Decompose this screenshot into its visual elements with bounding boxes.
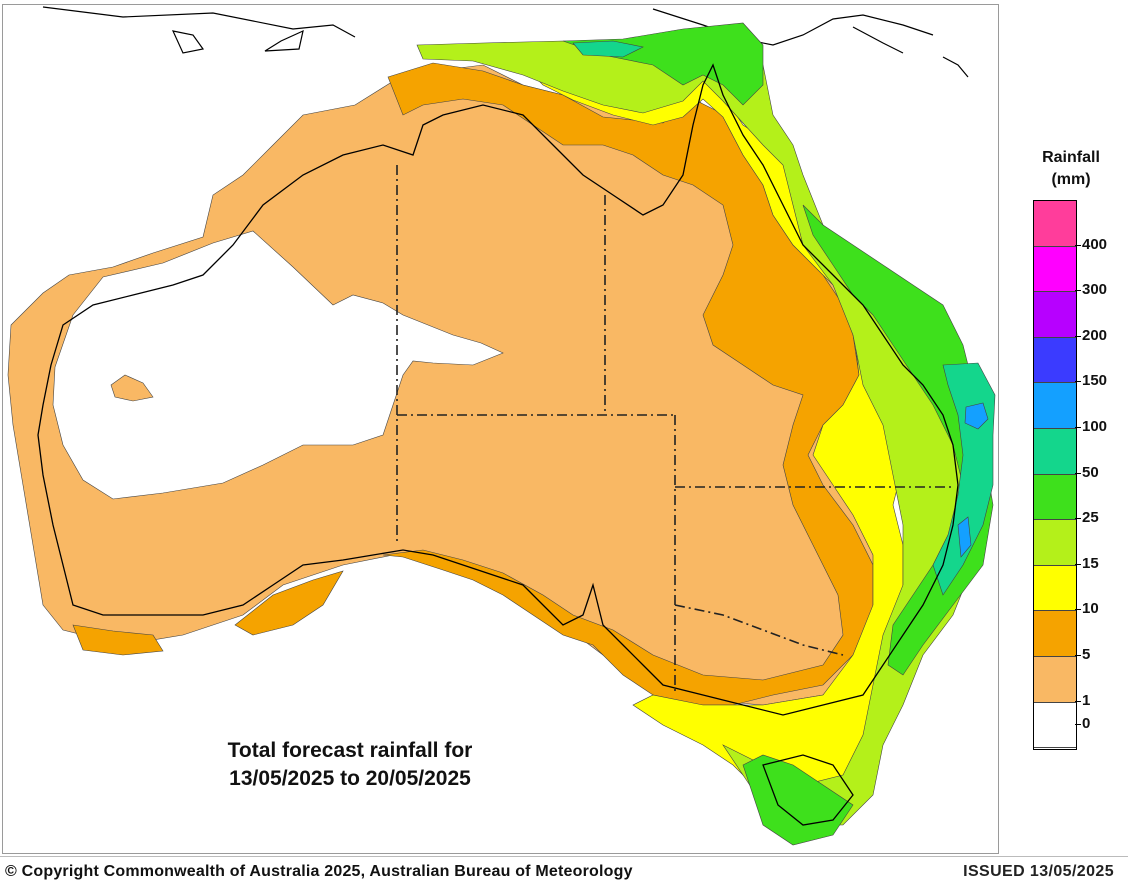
- legend-label-5: 5: [1082, 646, 1091, 663]
- rainfall-1-5mm-patch: [110, 374, 154, 402]
- legend-tick: [1075, 563, 1081, 565]
- copyright-notice: © Copyright Commonwealth of Australia 20…: [5, 863, 633, 880]
- rainfall-legend: [1033, 200, 1077, 750]
- legend-title: Rainfall (mm): [1016, 147, 1126, 191]
- legend-tick: [1075, 518, 1081, 520]
- legend-tick: [1075, 290, 1081, 292]
- coastline: [37, 63, 959, 826]
- rainfall-no-rain-area: [52, 230, 504, 500]
- legend-label-50: 50: [1082, 463, 1099, 481]
- legend-swatch-200: [1034, 292, 1076, 338]
- legend-swatch-0: [1034, 702, 1076, 749]
- legend-swatch-300: [1034, 246, 1076, 293]
- legend-tick: [1075, 335, 1081, 337]
- issued-date: ISSUED 13/05/2025: [963, 863, 1114, 880]
- legend-tick: [1075, 381, 1081, 383]
- legend-label-100: 100: [1082, 418, 1108, 435]
- legend-label-400: 400: [1082, 235, 1108, 253]
- legend-label-1: 1: [1082, 691, 1091, 709]
- legend-tick: [1075, 244, 1081, 246]
- legend-tick: [1075, 724, 1081, 726]
- legend-swatch-5: [1034, 611, 1076, 657]
- legend-swatch-1: [1034, 657, 1076, 703]
- map-title-line2: 13/05/2025 to 20/05/2025: [229, 767, 471, 790]
- legend-label-10: 10: [1082, 600, 1099, 618]
- legend-swatch-10: [1034, 565, 1076, 612]
- legend-tick: [1075, 609, 1081, 611]
- legend-label-15: 15: [1082, 554, 1099, 572]
- legend-tick: [1075, 427, 1081, 428]
- legend-swatch-25: [1034, 474, 1076, 521]
- legend-tick: [1075, 700, 1081, 702]
- legend-label-200: 200: [1082, 326, 1108, 344]
- legend-title-line1: Rainfall: [1042, 149, 1100, 166]
- map-title: Total forecast rainfall for 13/05/2025 t…: [150, 737, 550, 793]
- rainfall-map: [2, 4, 999, 854]
- legend-swatch-50: [1034, 429, 1076, 475]
- legend-swatch-400: [1034, 201, 1076, 247]
- legend-title-line2: (mm): [1051, 171, 1091, 188]
- legend-tick: [1075, 655, 1081, 656]
- legend-label-150: 150: [1082, 372, 1108, 390]
- legend-swatch-150: [1034, 337, 1076, 384]
- map-title-line1: Total forecast rainfall for: [227, 739, 473, 762]
- legend-swatch-15: [1034, 520, 1076, 566]
- state-borders: [396, 165, 953, 695]
- footer: © Copyright Commonwealth of Australia 20…: [0, 856, 1128, 889]
- legend-label-0: 0: [1082, 715, 1091, 733]
- legend-label-25: 25: [1082, 509, 1099, 527]
- rainfall-100-150mm: [957, 402, 989, 558]
- legend-swatch-100: [1034, 383, 1076, 429]
- legend-label-300: 300: [1082, 281, 1108, 299]
- legend-tick: [1075, 472, 1081, 474]
